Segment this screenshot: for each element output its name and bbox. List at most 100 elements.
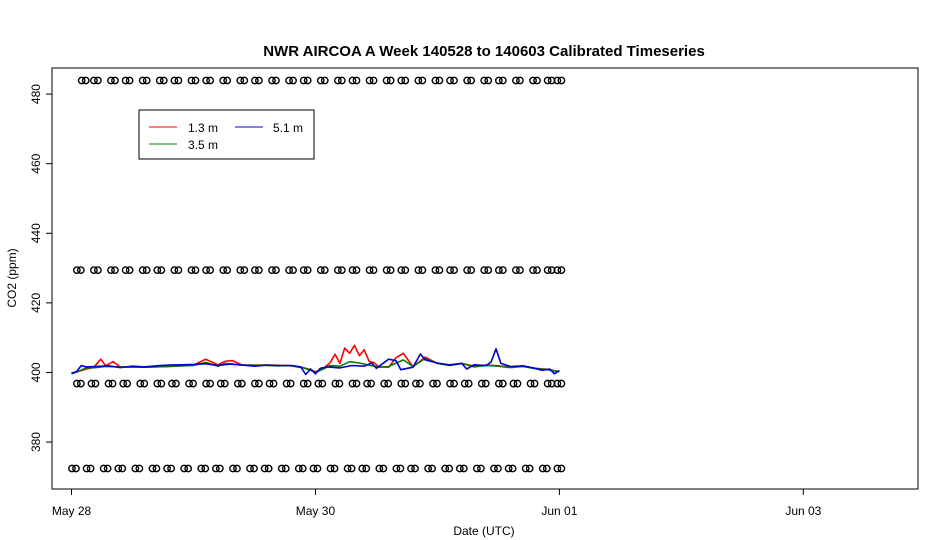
marker-point <box>504 464 517 473</box>
marker-point <box>309 464 322 473</box>
marker-point <box>233 379 246 388</box>
legend-label-1-3m: 1.3 m <box>188 121 218 135</box>
marker-point <box>424 464 437 473</box>
y-tick-label: 400 <box>29 362 43 382</box>
marker-point <box>170 76 183 85</box>
legend-label-3-5m: 3.5 m <box>188 138 218 152</box>
marker-point <box>526 379 539 388</box>
marker-point <box>99 464 112 473</box>
marker-point <box>446 379 458 388</box>
marker-point <box>358 464 371 473</box>
marker-point <box>282 379 295 388</box>
marker-point <box>285 266 297 275</box>
marker-point <box>553 379 566 388</box>
marker-point <box>463 266 476 275</box>
marker-point <box>316 266 329 275</box>
marker-point <box>331 379 344 388</box>
marker-point <box>392 464 405 473</box>
marker-point <box>168 379 180 388</box>
marker-point <box>90 76 102 85</box>
marker-point <box>72 266 85 275</box>
marker-point <box>121 266 134 275</box>
marker-point <box>343 464 356 473</box>
marker-point <box>138 266 151 275</box>
marker-point <box>553 76 566 85</box>
marker-point <box>299 76 312 85</box>
marker-point <box>397 379 410 388</box>
marker-point <box>333 266 346 275</box>
marker-point <box>480 266 493 275</box>
chart-title: NWR AIRCOA A Week 140528 to 140603 Calib… <box>263 43 705 60</box>
marker-point <box>277 464 290 473</box>
marker-point <box>131 464 144 473</box>
marker-point <box>490 464 502 473</box>
marker-point <box>87 379 100 388</box>
marker-point <box>326 464 339 473</box>
marker-point <box>236 266 249 275</box>
series-line-1-3-m <box>71 344 560 375</box>
marker-point <box>187 76 200 85</box>
marker-point <box>163 464 175 473</box>
marker-point <box>480 76 493 85</box>
marker-point <box>155 76 168 85</box>
marker-point <box>68 464 80 473</box>
marker-point <box>365 76 378 85</box>
marker-point <box>380 379 393 388</box>
marker-point <box>153 379 166 388</box>
marker-point <box>348 76 361 85</box>
marker-point <box>477 379 490 388</box>
marker-point <box>285 76 297 85</box>
marker-point <box>211 464 224 473</box>
marker-point <box>153 266 166 275</box>
marker-point <box>236 76 249 85</box>
marker-point <box>202 379 215 388</box>
marker-point <box>348 379 361 388</box>
marker-point <box>104 379 117 388</box>
marker-point <box>348 266 361 275</box>
marker-point <box>251 379 263 388</box>
marker-point <box>494 76 507 85</box>
legend-label-5-1m: 5.1 m <box>273 121 303 135</box>
marker-point <box>170 266 183 275</box>
marker-point <box>407 464 419 473</box>
marker-point <box>553 266 566 275</box>
marker-point <box>512 76 524 85</box>
marker-point <box>363 379 376 388</box>
y-tick-label: 420 <box>29 293 43 313</box>
marker-point <box>431 76 444 85</box>
marker-point <box>543 76 556 85</box>
marker-point <box>107 76 119 85</box>
y-tick-label: 380 <box>29 432 43 452</box>
marker-point <box>202 266 215 275</box>
marker-point <box>251 76 263 85</box>
marker-point <box>414 76 427 85</box>
marker-point <box>219 76 232 85</box>
marker-point <box>446 76 458 85</box>
y-tick-label: 480 <box>29 84 43 104</box>
marker-point <box>529 266 541 275</box>
series-lines <box>71 344 560 376</box>
marker-point <box>446 266 458 275</box>
marker-point <box>251 266 263 275</box>
marker-point <box>246 464 258 473</box>
legend-box <box>138 109 315 160</box>
marker-point <box>314 379 327 388</box>
marker-point <box>473 464 485 473</box>
marker-point <box>397 76 410 85</box>
marker-point <box>148 464 161 473</box>
marker-point <box>543 379 556 388</box>
marker-point <box>138 76 151 85</box>
marker-point <box>136 379 149 388</box>
marker-point <box>463 76 476 85</box>
marker-point <box>414 266 427 275</box>
marker-point <box>202 76 215 85</box>
x-tick-label: Jun 03 <box>785 504 821 518</box>
marker-point <box>553 464 566 473</box>
marker-point <box>268 266 280 275</box>
plot-frame <box>51 67 919 490</box>
marker-point <box>265 379 278 388</box>
marker-point <box>229 464 241 473</box>
x-tick-label: May 30 <box>296 504 336 518</box>
marker-point <box>316 76 329 85</box>
